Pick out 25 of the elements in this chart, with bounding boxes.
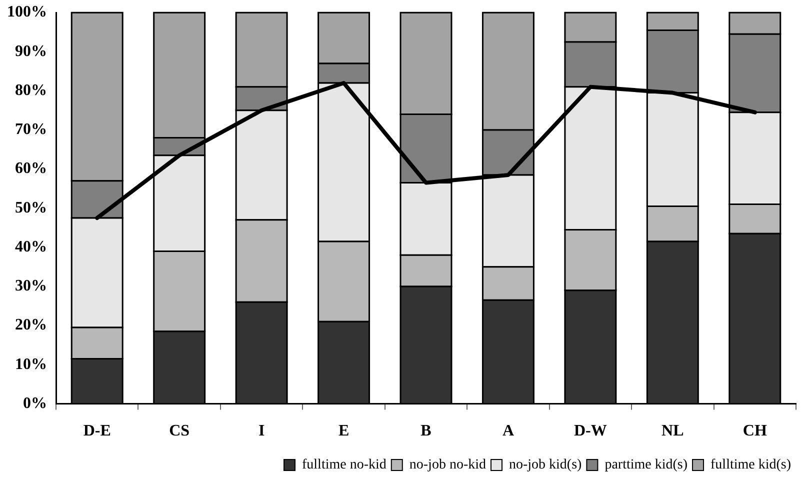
y-tick-label: 70% [15,121,47,138]
legend-label: no-job no-kid [409,458,486,473]
y-tick-label: 10% [15,356,47,373]
x-tick-label: NL [662,422,684,440]
x-tick-label: CH [742,422,768,440]
x-tick-label: CS [169,422,190,440]
y-tick-label: 60% [15,160,47,178]
x-tick-label: A [502,422,514,440]
x-tick-label: E [338,422,350,440]
y-tick-label: 30% [15,278,47,295]
y-tick-label: 20% [15,316,47,334]
y-tick-label: 100% [7,4,47,21]
y-tick-label: 40% [15,238,47,256]
y-tick-label: 0% [23,394,47,412]
y-tick-label: 50% [15,199,47,216]
x-tick-label: D-W [574,422,607,440]
x-tick-label: I [258,422,265,440]
legend-label: parttime kid(s) [604,458,688,473]
legend-label: no-job kid(s) [508,458,582,473]
x-tick-label: D-E [83,422,111,440]
legend-label: fulltime kid(s) [710,458,792,473]
legend-label: fulltime no-kid [302,458,386,473]
y-tick-label: 90% [15,42,47,60]
y-tick-label: 80% [15,82,47,99]
x-tick-label: B [420,422,432,440]
